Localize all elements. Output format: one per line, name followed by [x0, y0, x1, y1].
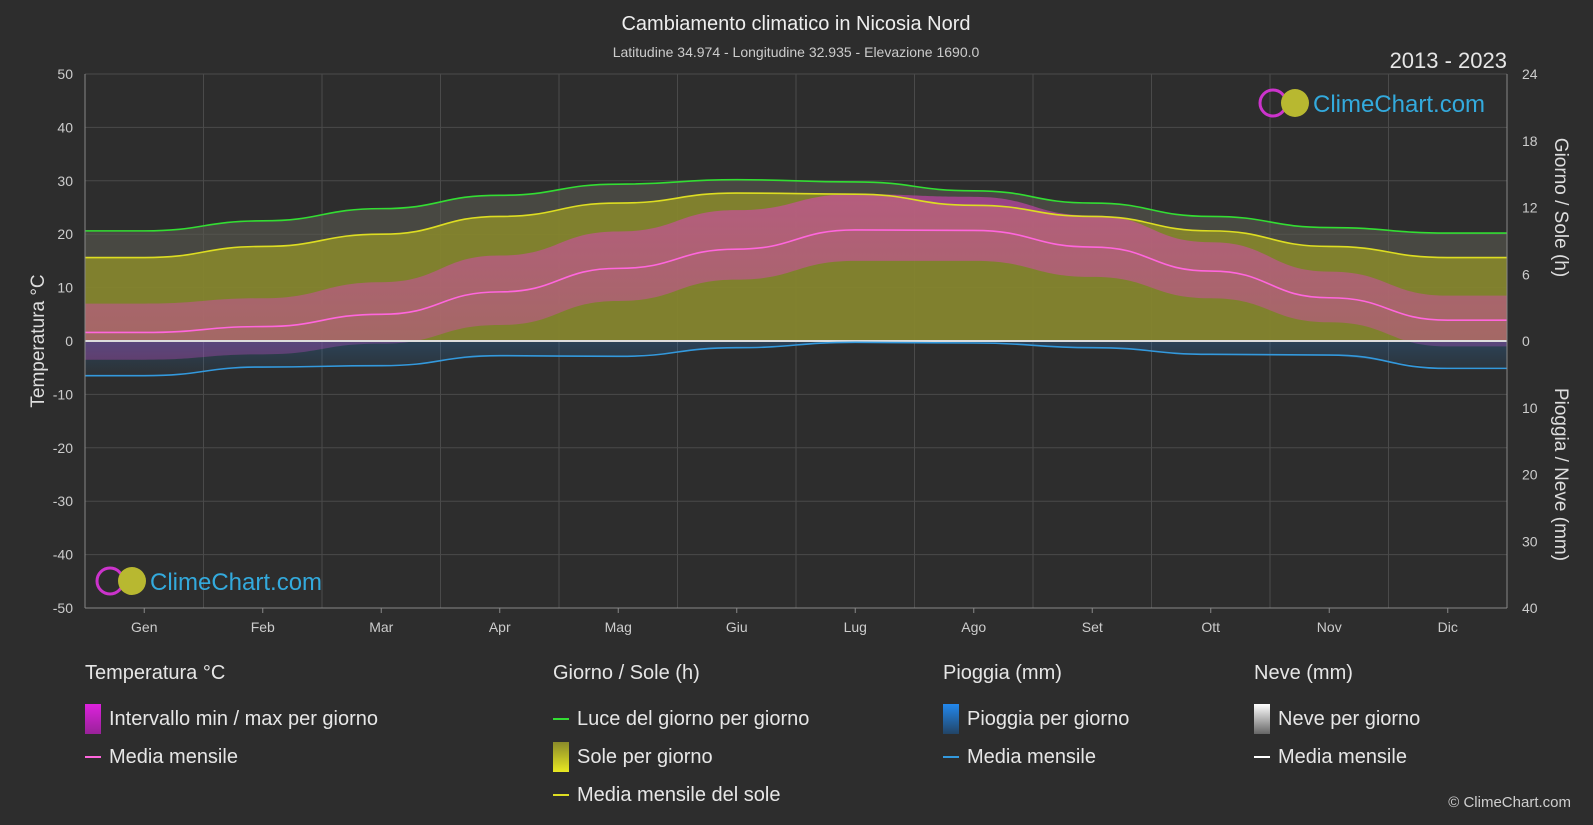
legend-label: Neve per giorno	[1278, 707, 1421, 730]
range-swatch	[85, 704, 101, 734]
legend-label: Intervallo min / max per giorno	[109, 707, 379, 730]
sunshine-avg-line	[85, 192, 1508, 259]
legend-item: Intervallo min / max per giorno	[85, 700, 378, 738]
axes: 50 40 30 20 10 0 -10 -20 -30 -40 -50 24 18 12 6 0 10 20 30…	[28, 66, 1571, 635]
climate-chart: Cambiamento climatico in Nicosia Nord La…	[28, 13, 1571, 635]
legend-label: Pioggia per giorno	[967, 707, 1130, 730]
logo-bottom: ClimeChart.com	[95, 566, 322, 596]
legend-item: Sole per giorno	[553, 738, 809, 776]
legend-label: Media mensile del sole	[577, 783, 781, 806]
line-swatch	[553, 718, 569, 720]
y-left-tick-label: -30	[53, 493, 73, 509]
x-tick-label: Ott	[1201, 619, 1220, 635]
y-right-bottom-tick-label: 20	[1522, 467, 1538, 483]
y-right-top-tick-label: 0	[1522, 333, 1530, 349]
y-right-top-tick-label: 12	[1522, 200, 1538, 216]
logo-top: ClimeChart.com	[1258, 88, 1485, 118]
y-left-tick-label: -40	[53, 547, 73, 563]
x-tick-label: Giu	[726, 619, 748, 635]
legend-label: Media mensile	[1278, 745, 1407, 768]
line-swatch	[553, 794, 569, 796]
legend-item: Media mensile	[85, 738, 378, 776]
period-label: 2013 - 2023	[1390, 48, 1507, 73]
legend-temperature: Temperatura °C Intervallo min / max per …	[85, 662, 378, 776]
y-left-tick-label: 10	[57, 280, 73, 296]
chart-subtitle: Latitudine 34.974 - Longitudine 32.935 -…	[613, 44, 980, 60]
legend-item: Media mensile del sole	[553, 776, 809, 814]
snow-swatch	[1254, 704, 1270, 734]
y-right-top-tick-label: 24	[1522, 66, 1538, 82]
copyright: © ClimeChart.com	[1448, 794, 1571, 811]
legend-item: Neve per giorno	[1254, 700, 1420, 738]
y-left-tick-label: 0	[65, 333, 73, 349]
temperature-range-area	[85, 194, 1507, 360]
y-left-tick-label: -20	[53, 440, 73, 456]
x-tick-label: Feb	[251, 619, 275, 635]
x-tick-label: Dic	[1438, 619, 1458, 635]
y-right-bottom-tick-label: 40	[1522, 600, 1538, 616]
y-left-tick-label: -50	[53, 600, 73, 616]
y-right-bottom-axis-title: Pioggia / Neve (mm)	[1550, 388, 1571, 561]
y-left-axis-title: Temperatura °C	[28, 274, 49, 407]
x-tick-label: Ago	[961, 619, 986, 635]
y-left-tick-label: 20	[57, 226, 73, 242]
rain-area	[85, 341, 1507, 376]
legend-label: Media mensile	[967, 745, 1096, 768]
legend-sun: Giorno / Sole (h) Luce del giorno per gi…	[553, 662, 809, 814]
line-swatch	[85, 756, 101, 758]
y-right-bottom-tick-label: 10	[1522, 400, 1538, 416]
legend-item: Media mensile	[1254, 738, 1420, 776]
y-left-tick-label: 50	[57, 66, 73, 82]
legend-item: Pioggia per giorno	[943, 700, 1129, 738]
legend-rain: Pioggia (mm) Pioggia per giorno Media me…	[943, 662, 1129, 776]
logo-bottom-text: ClimeChart.com	[150, 569, 322, 596]
y-right-top-axis-title: Giorno / Sole (h)	[1550, 138, 1571, 277]
line-swatch	[1254, 756, 1270, 758]
line-swatch	[943, 756, 959, 758]
rain-swatch	[943, 704, 959, 734]
legend-title: Pioggia (mm)	[943, 662, 1062, 684]
y-right-bottom-tick-label: 30	[1522, 533, 1538, 549]
x-tick-label: Lug	[844, 619, 867, 635]
legend-label: Sole per giorno	[577, 745, 713, 768]
daylight-line	[84, 178, 1507, 234]
x-tick-label: Apr	[489, 619, 511, 635]
x-tick-label: Mag	[605, 619, 632, 635]
x-tick-label: Gen	[131, 619, 157, 635]
y-left-tick-label: 40	[57, 119, 73, 135]
y-right-top-tick-label: 18	[1522, 133, 1538, 149]
x-tick-label: Set	[1082, 619, 1103, 635]
logo-sun-icon	[1281, 89, 1309, 117]
temperature-avg-line	[85, 229, 1507, 334]
data-lines	[84, 178, 1508, 377]
legend-title: Giorno / Sole (h)	[553, 662, 700, 684]
sun-swatch	[553, 742, 569, 772]
data-areas	[85, 179, 1507, 376]
legend-snow: Neve (mm) Neve per giorno Media mensile	[1254, 662, 1420, 776]
logo-top-text: ClimeChart.com	[1313, 91, 1485, 118]
legend-label: Luce del giorno per giorno	[577, 707, 810, 730]
y-right-top-tick-label: 6	[1522, 266, 1530, 282]
chart-title: Cambiamento climatico in Nicosia Nord	[621, 13, 970, 35]
legend-item: Luce del giorno per giorno	[553, 700, 809, 738]
logo-sun-icon	[118, 567, 146, 595]
x-tick-label: Nov	[1317, 619, 1342, 635]
x-tick-label: Mar	[369, 619, 393, 635]
legend-title: Temperatura °C	[85, 662, 226, 684]
legend-item: Media mensile	[943, 738, 1129, 776]
y-left-tick-label: 30	[57, 173, 73, 189]
legend-title: Neve (mm)	[1254, 662, 1353, 684]
rain-avg-line	[85, 341, 1507, 377]
legend-label: Media mensile	[109, 745, 238, 768]
y-left-tick-label: -10	[53, 386, 73, 402]
